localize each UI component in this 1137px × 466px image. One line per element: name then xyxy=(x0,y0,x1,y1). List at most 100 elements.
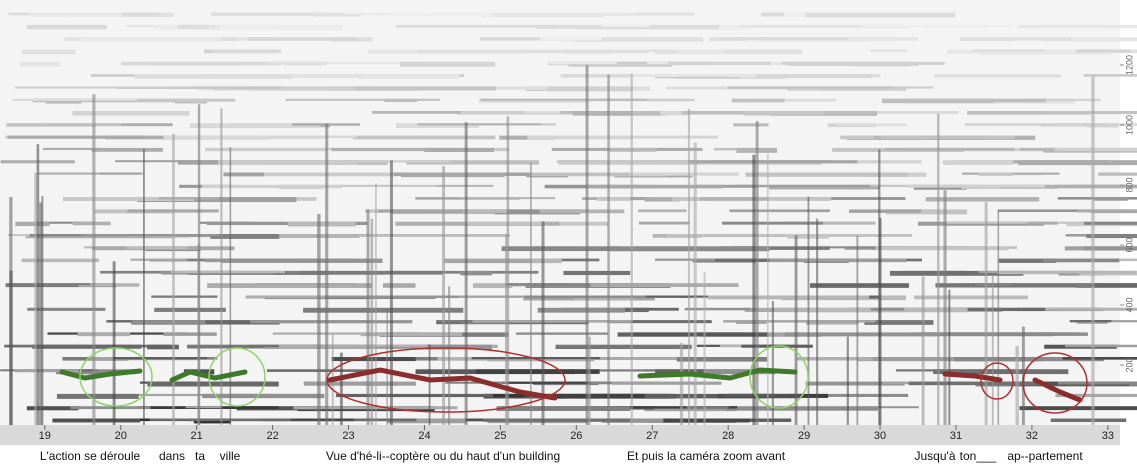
texture xyxy=(684,307,751,311)
circle xyxy=(1022,352,1088,414)
texture xyxy=(942,160,1014,165)
texture xyxy=(207,283,373,288)
texture xyxy=(163,135,323,140)
texture xyxy=(368,49,419,53)
texture xyxy=(771,301,774,425)
texture xyxy=(1076,49,1132,53)
texture xyxy=(130,258,188,261)
texture xyxy=(719,37,848,40)
texture xyxy=(428,344,431,425)
texture xyxy=(340,184,437,187)
texture xyxy=(506,116,510,425)
texture xyxy=(14,369,80,373)
texture xyxy=(343,12,378,15)
y-tick-label: 1200 xyxy=(1124,55,1134,75)
texture xyxy=(211,12,322,16)
texture xyxy=(395,24,559,28)
texture xyxy=(32,344,142,349)
texture xyxy=(913,295,1029,300)
texture xyxy=(220,108,223,425)
texture xyxy=(745,172,908,177)
texture xyxy=(840,135,874,140)
texture xyxy=(34,221,96,224)
texture xyxy=(29,234,127,237)
texture xyxy=(629,172,739,176)
texture xyxy=(864,320,934,325)
texture xyxy=(560,74,633,78)
texture xyxy=(875,246,1009,251)
texture xyxy=(693,369,776,375)
texture xyxy=(72,111,190,116)
texture xyxy=(784,221,876,224)
texture xyxy=(1083,74,1137,77)
texture xyxy=(1091,76,1095,425)
texture xyxy=(699,197,769,201)
x-tick-label: 30 xyxy=(874,430,886,442)
texture xyxy=(766,153,769,425)
texture xyxy=(810,283,909,288)
texture xyxy=(724,393,777,397)
texture xyxy=(805,12,956,18)
texture xyxy=(78,283,140,287)
texture xyxy=(509,49,649,54)
texture xyxy=(331,357,416,362)
texture xyxy=(580,357,743,361)
texture xyxy=(288,160,450,163)
texture xyxy=(351,234,510,237)
texture xyxy=(388,12,497,17)
texture xyxy=(869,406,919,409)
texture xyxy=(62,197,195,201)
texture xyxy=(719,344,751,348)
texture xyxy=(1018,24,1137,28)
texture xyxy=(52,418,141,423)
texture xyxy=(444,258,550,264)
texture xyxy=(189,123,321,129)
texture xyxy=(56,393,139,399)
texture xyxy=(1083,246,1137,251)
texture xyxy=(406,160,540,165)
texture xyxy=(185,406,221,409)
texture xyxy=(213,86,354,91)
x-tick-label: 29 xyxy=(798,430,810,442)
lyric: Vue d'hé-li--coptère ou du haut d'un bui… xyxy=(326,449,560,463)
texture xyxy=(555,344,692,350)
texture xyxy=(714,258,777,263)
trace xyxy=(169,369,248,383)
texture xyxy=(902,270,967,274)
texture xyxy=(722,221,824,225)
texture xyxy=(501,246,622,252)
texture xyxy=(663,61,771,65)
texture xyxy=(612,381,722,385)
texture xyxy=(77,332,131,337)
texture xyxy=(739,418,792,422)
texture xyxy=(556,160,694,164)
texture xyxy=(630,73,633,426)
texture xyxy=(794,235,798,425)
texture xyxy=(1064,344,1137,348)
texture xyxy=(137,197,297,203)
texture xyxy=(371,111,475,114)
texture xyxy=(676,49,724,55)
texture xyxy=(1054,147,1137,152)
texture xyxy=(143,149,145,425)
texture xyxy=(137,98,236,102)
texture xyxy=(1083,221,1137,225)
texture xyxy=(861,24,1015,28)
texture xyxy=(375,183,377,425)
texture xyxy=(170,270,285,274)
texture xyxy=(147,381,279,387)
texture xyxy=(400,61,496,67)
texture xyxy=(1042,111,1137,114)
texture xyxy=(386,418,466,424)
texture xyxy=(1093,197,1128,201)
texture xyxy=(679,342,684,425)
texture xyxy=(687,108,691,425)
texture xyxy=(34,172,37,425)
texture xyxy=(948,289,951,425)
lyric: ville xyxy=(220,449,241,463)
texture xyxy=(527,135,633,140)
lyric: ta xyxy=(195,449,205,463)
texture xyxy=(112,261,116,425)
texture xyxy=(750,74,871,79)
x-tick-label: 28 xyxy=(722,430,734,442)
